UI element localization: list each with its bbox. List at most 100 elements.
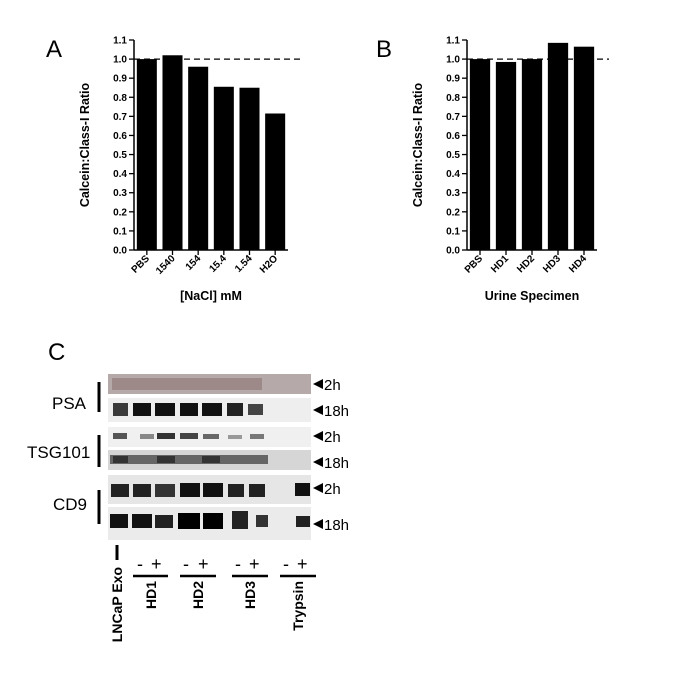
bar: [188, 66, 209, 251]
x-axis-title: [NaCl] mM: [180, 289, 242, 303]
bar: [136, 59, 157, 250]
plus-sign: +: [198, 554, 209, 574]
blot-band: [111, 484, 129, 497]
panel-letter-c: C: [48, 339, 65, 366]
group-underlines: [115, 545, 316, 578]
arrow-icon: [313, 379, 323, 389]
x-tick-label: H2O: [258, 253, 280, 275]
blot-band: [132, 514, 152, 528]
blot-band: [178, 513, 200, 529]
y-tick-label: 0.5: [113, 150, 127, 161]
y-tick-label: 0.2: [446, 207, 460, 218]
plus-sign: +: [297, 554, 308, 574]
y-tick-label: 0.3: [446, 188, 460, 199]
bar: [265, 113, 286, 250]
lane-label-hd2: HD2: [190, 581, 206, 609]
blot-band: [110, 514, 128, 528]
y-tick-label: 0.8: [446, 93, 460, 104]
lane-label-hd1: HD1: [143, 581, 159, 609]
y-tick-label: 0.5: [446, 150, 460, 161]
time-label: 18h: [324, 455, 349, 472]
x-tick-label: HD4: [567, 253, 589, 275]
y-tick-label: 0.8: [113, 93, 127, 104]
minus-sign: -: [235, 554, 241, 574]
blot-band: [202, 403, 222, 416]
blot-band: [113, 433, 127, 439]
x-tick-label: 15.4: [207, 253, 229, 275]
lane-label-lncap-exo: LNCaP Exo: [109, 567, 125, 642]
y-axis-title: Calcein:Class-I Ratio: [78, 82, 92, 207]
time-label: 18h: [324, 403, 349, 420]
panel-letter-b: B: [376, 36, 392, 63]
blot-band: [248, 404, 263, 415]
x-tick-label: 154: [184, 253, 204, 273]
x-tick-label: HD3: [541, 253, 563, 275]
x-tick-label: PBS: [463, 253, 486, 276]
blot-band: [256, 515, 268, 527]
y-tick-label: 0.0: [113, 246, 127, 257]
arrow-icon: [313, 457, 323, 467]
time-label: 2h: [324, 429, 341, 446]
blot-band: [180, 433, 198, 439]
bar: [547, 42, 569, 251]
blot-band: [133, 403, 151, 416]
blot-band: [296, 516, 310, 527]
blot-band: [112, 378, 262, 390]
x-tick-label: HD2: [515, 253, 537, 275]
blot-band: [110, 455, 268, 464]
x-tick-label: 1.54: [233, 253, 255, 275]
arrow-icon: [313, 431, 323, 441]
blot-band: [113, 456, 128, 463]
chart-panel-a: A 0.0 0.1 0.2 0.3 0.4 0.5 0.6 0.7 0.8 0.9 1.0 1.1 PB…: [46, 36, 300, 303]
y-tick-label: 0.7: [113, 112, 127, 123]
blot-band: [155, 515, 173, 528]
bar: [213, 86, 234, 250]
blot-band: [203, 434, 219, 439]
protein-label-cd9: CD9: [53, 495, 87, 514]
blot-band: [249, 484, 265, 497]
y-tick-label: 0.9: [446, 74, 460, 85]
panel-letter-a: A: [46, 36, 62, 63]
y-tick-label: 0.6: [446, 131, 460, 142]
minus-sign: -: [183, 554, 189, 574]
bar: [469, 59, 491, 250]
protein-label-psa: PSA: [52, 394, 87, 413]
blot-band: [140, 434, 154, 439]
time-label: 18h: [324, 517, 349, 534]
blot-band: [157, 433, 175, 439]
plus-sign: +: [151, 554, 162, 574]
bar: [495, 61, 517, 250]
blot-band: [228, 435, 242, 439]
y-tick-label: 0.7: [446, 112, 460, 123]
blot-panel-c: C: [27, 339, 349, 642]
chart-panel-b: B 0.0 0.1 0.2 0.3 0.4 0.5 0.6 0.7 0.8 0.9 1.0 1.1 PB…: [376, 36, 609, 303]
y-tick-label: 0.0: [446, 246, 460, 257]
blot-band: [228, 484, 244, 497]
blot-band: [227, 403, 243, 416]
x-tick-label: PBS: [130, 253, 153, 276]
minus-sign: -: [283, 554, 289, 574]
treatment-signs: - + - + - + - +: [137, 554, 308, 574]
bar: [521, 59, 543, 250]
blot-band: [157, 456, 175, 463]
x-axis-title: Urine Specimen: [485, 289, 579, 303]
x-tick-label: 1540: [154, 253, 178, 277]
y-axis-title: Calcein:Class-I Ratio: [411, 82, 425, 207]
y-tick-label: 0.4: [113, 169, 127, 180]
y-tick-label: 0.1: [113, 226, 127, 237]
blot-band: [250, 434, 264, 439]
y-tick-label: 1.1: [113, 36, 127, 47]
lane-label-hd3: HD3: [242, 581, 258, 609]
arrow-icon: [313, 483, 323, 493]
y-tick-label: 0.6: [113, 131, 127, 142]
blot-bands: [110, 378, 310, 529]
y-tick-label: 1.0: [113, 55, 127, 66]
bar: [573, 46, 595, 250]
blot-band: [113, 403, 128, 416]
y-tick-label: 1.0: [446, 55, 460, 66]
blot-band: [180, 483, 200, 497]
y-tick-label: 1.1: [446, 36, 460, 47]
protein-label-tsg101: TSG101: [27, 443, 90, 462]
blot-band: [203, 513, 223, 529]
arrow-icon: [313, 519, 323, 529]
